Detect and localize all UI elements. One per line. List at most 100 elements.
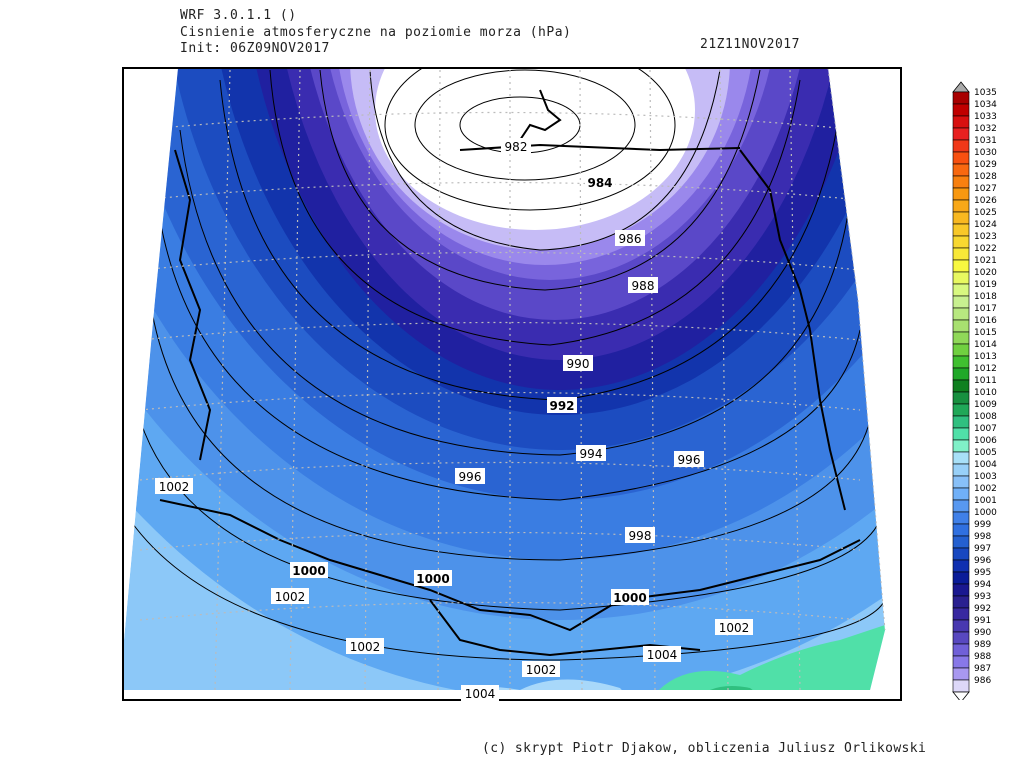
init-time: Init: 06Z09NOV2017 xyxy=(180,41,330,56)
legend-swatch xyxy=(952,415,970,429)
isobar-label-bg xyxy=(414,570,452,586)
legend-label: 1014 xyxy=(974,340,997,350)
valid-time: 21Z11NOV2017 xyxy=(700,37,800,52)
legend-swatch xyxy=(952,307,970,321)
legend-swatch xyxy=(952,439,970,453)
isobar-label-bg xyxy=(501,138,531,154)
legend-swatch xyxy=(952,151,970,165)
legend-swatch xyxy=(952,679,970,693)
isobar-label: 1000 xyxy=(292,564,325,578)
legend-label: 991 xyxy=(974,616,991,626)
legend-swatch xyxy=(952,379,970,393)
legend-label: 1007 xyxy=(974,424,997,434)
model-version: WRF 3.0.1.1 () xyxy=(180,8,297,23)
legend-label: 1021 xyxy=(974,256,997,266)
coastline-borders xyxy=(159,89,861,657)
legend-swatch xyxy=(952,523,970,537)
legend-swatch xyxy=(952,295,970,309)
isobar-label-bg xyxy=(615,230,645,246)
isobar-label-bg xyxy=(715,619,753,635)
legend-swatch xyxy=(952,139,970,153)
isobar-label: 1002 xyxy=(719,621,750,635)
legend-swatch xyxy=(952,175,970,189)
isobar-label: 994 xyxy=(580,447,603,461)
legend-swatch xyxy=(952,571,970,585)
legend-swatch xyxy=(952,199,970,213)
legend-swatch xyxy=(952,535,970,549)
legend-min-arrow xyxy=(952,691,970,700)
isobar-label-bg xyxy=(455,468,485,484)
legend-label: 989 xyxy=(974,640,991,650)
isobar-label-bg xyxy=(628,277,658,293)
legend-label: 1016 xyxy=(974,316,997,326)
isobar-label: 984 xyxy=(587,176,612,190)
legend-label: 1025 xyxy=(974,208,997,218)
isobar-label-bg xyxy=(585,174,615,190)
legend-swatch xyxy=(952,367,970,381)
isobar-label-bg xyxy=(563,355,593,371)
legend-label: 1020 xyxy=(974,268,997,278)
legend-label: 996 xyxy=(974,556,991,566)
legend-swatch xyxy=(952,403,970,417)
legend-label: 1006 xyxy=(974,436,997,446)
legend-swatch xyxy=(952,115,970,129)
legend-swatch xyxy=(952,463,970,477)
legend-swatch xyxy=(952,391,970,405)
legend-label: 988 xyxy=(974,652,991,662)
legend-swatch xyxy=(952,667,970,681)
legend-label: 1000 xyxy=(974,508,997,518)
isobar-label: 982 xyxy=(505,140,528,154)
isobar-label-bg xyxy=(155,478,193,494)
legend-label: 1017 xyxy=(974,304,997,314)
legend-label: 1035 xyxy=(974,88,997,98)
legend-label: 992 xyxy=(974,604,991,614)
legend-max-arrow xyxy=(952,81,970,93)
isobar-label-bg xyxy=(547,397,577,413)
legend-label: 987 xyxy=(974,664,991,674)
legend-swatch xyxy=(952,511,970,525)
isobar-label: 986 xyxy=(619,232,642,246)
credit-footer: (c) skrypt Piotr Djakow, obliczenia Juli… xyxy=(482,741,927,756)
legend-swatch xyxy=(952,331,970,345)
legend-swatch xyxy=(952,631,970,645)
legend-label: 1032 xyxy=(974,124,997,134)
isobar-labels: 982 984 986 988 990 992 994 996 996 998 1000 1000 10… xyxy=(155,138,753,701)
legend-swatch xyxy=(952,163,970,177)
isobar-label-bg xyxy=(271,588,309,604)
isobar-label: 1002 xyxy=(526,663,557,677)
legend-label: 1028 xyxy=(974,172,997,182)
isobar-label-bg xyxy=(674,451,704,467)
isobar-label-bg xyxy=(346,638,384,654)
legend-label: 1022 xyxy=(974,244,997,254)
legend-label: 1010 xyxy=(974,388,997,398)
isobar-label: 996 xyxy=(678,453,701,467)
legend-label: 1012 xyxy=(974,364,997,374)
isobar-label: 992 xyxy=(549,399,574,413)
map-title: Cisnienie atmosferyczne na poziomie morz… xyxy=(180,25,572,40)
legend-swatch xyxy=(952,103,970,117)
isobar-label: 998 xyxy=(629,529,652,543)
map-frame xyxy=(122,67,902,701)
legend-label: 1015 xyxy=(974,328,997,338)
legend-label: 1002 xyxy=(974,484,997,494)
isobar-label-bg xyxy=(461,685,499,701)
isobar-label: 1002 xyxy=(159,480,190,494)
legend-label: 1026 xyxy=(974,196,997,206)
legend-swatch xyxy=(952,127,970,141)
legend-label: 1024 xyxy=(974,220,997,230)
legend-swatch xyxy=(952,211,970,225)
isobar-label: 1002 xyxy=(350,640,381,654)
isobar-label-bg xyxy=(576,445,606,461)
legend-swatch xyxy=(952,607,970,621)
legend-swatch xyxy=(952,259,970,273)
legend-label: 990 xyxy=(974,628,991,638)
legend-label: 1018 xyxy=(974,292,997,302)
isobar-label-bg xyxy=(611,589,649,605)
isobar-label: 988 xyxy=(632,279,655,293)
legend-swatch xyxy=(952,271,970,285)
legend-label: 1005 xyxy=(974,448,997,458)
legend-label: 1033 xyxy=(974,112,997,122)
legend-label: 995 xyxy=(974,568,991,578)
isobar-label-bg xyxy=(643,646,681,662)
legend-label: 999 xyxy=(974,520,991,530)
